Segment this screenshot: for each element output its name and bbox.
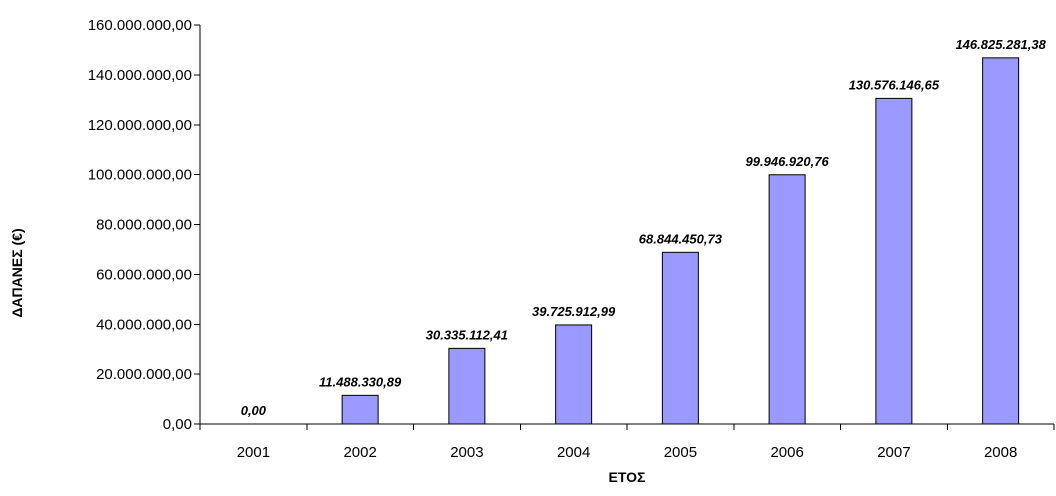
- bar-2002: [341, 394, 379, 425]
- y-axis-title: ΔΑΠΑΝΕΣ (€): [9, 228, 25, 317]
- x-tick-label: 2001: [237, 444, 270, 461]
- x-tick-label: 2002: [343, 444, 376, 461]
- data-label: 39.725.912,99: [532, 304, 616, 319]
- bar-2005: [661, 251, 699, 425]
- data-label: 68.844.450,73: [639, 231, 723, 246]
- y-tick-label: 60.000.000,00: [96, 266, 192, 283]
- data-label: 30.335.112,41: [426, 327, 508, 342]
- bar-2004: [555, 324, 593, 425]
- y-tick-label: 0,00: [163, 416, 192, 433]
- y-tick-label: 80.000.000,00: [96, 217, 192, 234]
- x-tick-label: 2004: [557, 444, 590, 461]
- data-label: 0,00: [241, 403, 267, 418]
- bar-2007: [875, 97, 913, 425]
- y-tick-label: 100.000.000,00: [88, 167, 192, 184]
- x-tick-label: 2006: [770, 444, 803, 461]
- data-label: 99.946.920,76: [746, 154, 830, 169]
- bar-2006: [768, 174, 806, 425]
- y-tick-label: 40.000.000,00: [96, 316, 192, 333]
- x-tick-label: 2003: [450, 444, 483, 461]
- x-tick-label: 2005: [664, 444, 697, 461]
- x-tick-label: 2008: [984, 444, 1017, 461]
- x-axis-title: ΕΤΟΣ: [609, 469, 646, 485]
- data-label: 11.488.330,89: [319, 374, 402, 389]
- bar-2008: [982, 57, 1020, 425]
- y-tick-label: 140.000.000,00: [88, 67, 192, 84]
- y-tick-label: 120.000.000,00: [88, 117, 192, 134]
- y-tick-label: 160.000.000,00: [88, 17, 192, 34]
- data-label: 130.576.146,65: [849, 77, 940, 92]
- bar-2003: [448, 347, 486, 425]
- y-tick-label: 20.000.000,00: [96, 366, 192, 383]
- x-tick-label: 2007: [877, 444, 910, 461]
- data-label: 146.825.281,38: [955, 37, 1046, 52]
